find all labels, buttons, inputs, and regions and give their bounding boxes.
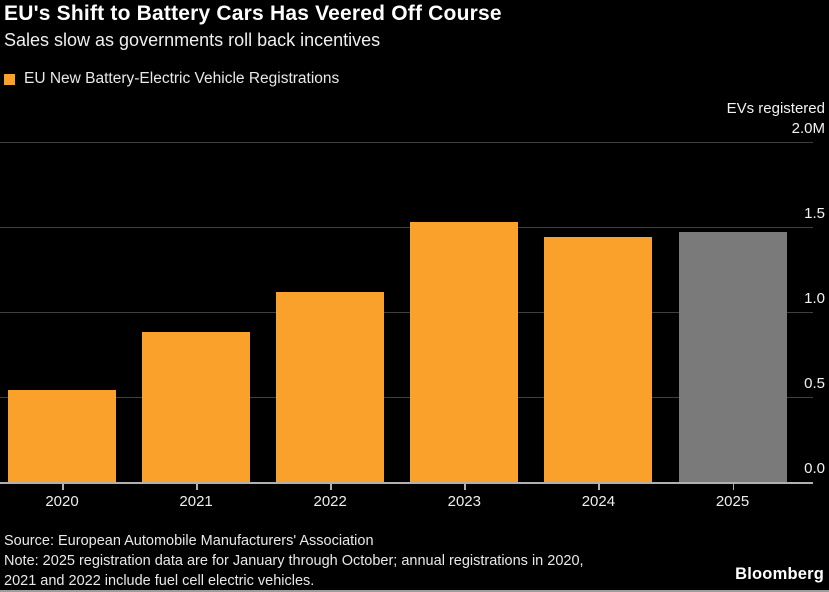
- bar-2023: [410, 221, 519, 482]
- x-tick-2021: [196, 484, 198, 490]
- gridline-0.5: [0, 397, 813, 398]
- footer-notes: Source: European Automobile Manufacturer…: [4, 531, 584, 591]
- x-label-2024: 2024: [581, 493, 616, 510]
- chart-subtitle: Sales slow as governments roll back ince…: [4, 30, 381, 50]
- x-tick-2022: [330, 484, 332, 490]
- bar-2025: [678, 232, 787, 482]
- x-label-2025: 2025: [715, 493, 750, 510]
- x-tick-2020: [62, 484, 64, 490]
- y-axis-header: EVs registered 2.0M: [727, 99, 825, 139]
- gridline-1.5: [0, 227, 813, 228]
- bar-2022: [276, 291, 385, 482]
- gridline-1: [0, 312, 813, 313]
- x-tick-2025: [732, 484, 734, 490]
- gridline-2: [0, 142, 813, 143]
- note-line-2: 2021 and 2022 include fuel cell electric…: [4, 573, 315, 589]
- y-tick-label-1.0: 1.0: [804, 290, 825, 307]
- y-axis-unit-label: EVs registered: [726, 100, 825, 117]
- bottom-border: [0, 590, 829, 592]
- x-axis-baseline: [0, 482, 813, 484]
- y-axis-max-label: 2.0M: [791, 120, 825, 137]
- x-label-2023: 2023: [447, 493, 481, 510]
- y-tick-label-0.5: 0.5: [804, 375, 825, 392]
- legend-swatch-icon: [4, 73, 15, 85]
- y-tick-label-0.0: 0.0: [804, 460, 825, 477]
- y-tick-label-1.5: 1.5: [804, 205, 825, 222]
- source-line: Source: European Automobile Manufacturer…: [4, 533, 374, 549]
- chart-title: EU's Shift to Battery Cars Has Veered Of…: [4, 2, 502, 25]
- legend: EU New Battery-Electric Vehicle Registra…: [4, 70, 339, 88]
- note-line-1: Note: 2025 registration data are for Jan…: [4, 553, 584, 569]
- bar-2021: [142, 332, 251, 482]
- x-tick-2023: [464, 484, 466, 490]
- bar-2020: [8, 390, 116, 482]
- x-label-2021: 2021: [179, 493, 213, 510]
- x-label-2020: 2020: [45, 493, 79, 510]
- legend-label: EU New Battery-Electric Vehicle Registra…: [24, 70, 340, 87]
- x-label-2022: 2022: [313, 493, 347, 510]
- bloomberg-logo: Bloomberg: [735, 565, 824, 583]
- bar-2024: [544, 237, 653, 482]
- x-tick-2024: [598, 484, 600, 490]
- plot-area: 2020 2021 2022 2023 2024 2025 1.5 1.0 0.5 0.0: [0, 142, 829, 510]
